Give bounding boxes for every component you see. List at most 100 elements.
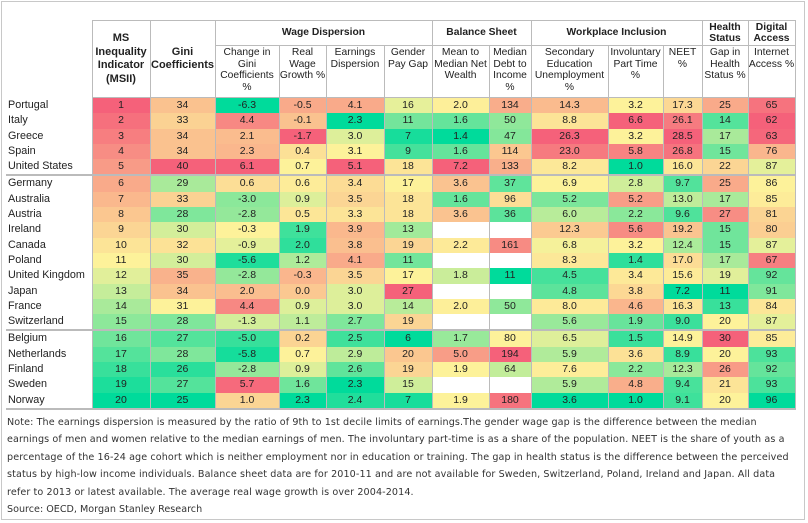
heatmap-cell: 17.0 <box>662 252 703 269</box>
table-row: Germany 6 29 0.6 0.6 3.4 17 3.6 37 6.9 2.8 9.7 25 86 <box>6 174 796 192</box>
heatmap-cell: 2.1 <box>214 128 280 144</box>
heatmap-cell: 1.9 <box>431 392 490 410</box>
country-name: Canada <box>6 237 93 253</box>
heatmap-cell: 7.2 <box>662 283 703 299</box>
heatmap-cell: 20 <box>91 392 151 410</box>
heatmap-cell: 1.2 <box>278 252 327 269</box>
heatmap-cell: 5.9 <box>530 377 609 393</box>
heatmap-cell: 86 <box>747 174 796 192</box>
heatmap-cell: 0.9 <box>278 298 327 315</box>
heatmap-cell: 26.3 <box>530 128 609 144</box>
column-header: Earnings Dispersion <box>325 45 385 98</box>
country-name: Australia <box>6 191 93 208</box>
heatmap-cell: 16.0 <box>662 159 703 176</box>
heatmap-cell: 5.9 <box>530 346 609 363</box>
heatmap-cell: 35 <box>149 268 216 284</box>
heatmap-cell: 36 <box>488 207 532 223</box>
heatmap-cell: 93 <box>747 346 796 363</box>
heatmap-cell: 9 <box>91 222 151 238</box>
heatmap-cell: 13 <box>701 298 749 315</box>
heatmap-cell: 1.0 <box>214 392 280 410</box>
column-header: Involuntary Part Time % <box>607 45 664 98</box>
footnote: Note: The earnings dispersion is measure… <box>7 417 789 498</box>
heatmap-cell: 3.0 <box>325 298 385 315</box>
heatmap-cell: 23.0 <box>530 143 609 160</box>
heatmap-cell: 8.0 <box>530 298 609 315</box>
heatmap-cell: 8.9 <box>662 346 703 363</box>
heatmap-cell: 7 <box>383 392 433 410</box>
table-row: Japan 13 34 2.0 0.0 3.0 27 4.8 3.8 7.2 11 91 <box>6 283 796 299</box>
heatmap-cell: 3.6 <box>607 346 664 363</box>
heatmap-cell: 34 <box>149 283 216 299</box>
country-name: United States <box>6 159 93 176</box>
heatmap-cell: 20 <box>383 346 433 363</box>
heatmap-cell: 16 <box>91 329 151 347</box>
heatmap-cell: 17 <box>701 128 749 144</box>
heatmap-cell: 11 <box>488 268 532 284</box>
table-row: Ireland 9 30 -0.3 1.9 3.9 13 12.3 5.6 19.2 15 80 <box>6 222 796 238</box>
heatmap-cell: 5.6 <box>607 222 664 238</box>
table-row: Spain 4 34 2.3 0.4 3.1 9 1.6 114 23.0 5.8 26.8 15 76 <box>6 143 796 160</box>
column-header: Gender Pay Gap <box>383 45 433 98</box>
country-name: France <box>6 298 93 315</box>
heatmap-cell: 96 <box>747 392 796 410</box>
heatmap-cell: 0.2 <box>278 329 327 347</box>
heatmap-cell: 3.5 <box>325 268 385 284</box>
group-header: Balance Sheet <box>431 20 532 46</box>
heatmap-cell <box>431 377 490 393</box>
heatmap-cell: 17 <box>383 268 433 284</box>
heatmap-cell: 5.6 <box>530 314 609 331</box>
column-header: Secondary Education Unemployment % <box>530 45 609 98</box>
heatmap-cell: 17.3 <box>662 97 703 114</box>
heatmap-cell: 19 <box>383 237 433 253</box>
heatmap-cell: 6 <box>91 174 151 192</box>
table-row: Canada 10 32 -0.9 2.0 3.8 19 2.2 161 6.8 3.2 12.4 15… <box>6 237 796 253</box>
column-header: Mean to Median Net Wealth <box>431 45 490 98</box>
heatmap-cell: 5.7 <box>214 377 280 393</box>
heatmap-cell: 1.8 <box>431 268 490 284</box>
heatmap-cell: 180 <box>488 392 532 410</box>
heatmap-cell: 15.6 <box>662 268 703 284</box>
heatmap-cell: 2.3 <box>325 377 385 393</box>
heatmap-cell: 26 <box>701 362 749 378</box>
heatmap-cell: 1.4 <box>431 128 490 144</box>
heatmap-cell: 6.6 <box>607 113 664 129</box>
heatmap-cell: 161 <box>488 237 532 253</box>
column-header: MS Inequality Indicator (MSII) <box>91 20 151 98</box>
table-row: Belgium 16 27 -5.0 0.2 2.5 6 1.7 80 6.5 1.5 14.9 30 8… <box>6 329 796 347</box>
heatmap-cell: 0.6 <box>278 174 327 192</box>
heatmap-cell: 12.3 <box>530 222 609 238</box>
heatmap-cell: 1.6 <box>278 377 327 393</box>
heatmap-cell: 1.9 <box>431 362 490 378</box>
heatmap-cell: 28.5 <box>662 128 703 144</box>
heatmap-cell: 64 <box>488 362 532 378</box>
heatmap-cell: 25 <box>149 392 216 410</box>
heatmap-cell: 85 <box>747 329 796 347</box>
heatmap-cell: 18 <box>383 159 433 176</box>
source-note: Source: OECD, Morgan Stanley Research <box>7 504 203 515</box>
table-row: United Kingdom 12 35 -2.8 -0.3 3.5 17 1.8 11 4.5 3… <box>6 268 796 284</box>
heatmap-cell: 2.2 <box>431 237 490 253</box>
heatmap-cell: 3.2 <box>607 128 664 144</box>
group-header-row: MS Inequality Indicator (MSII) Gini Coeff… <box>6 20 796 98</box>
heatmap-cell: 30 <box>701 329 749 347</box>
heatmap-cell: -2.8 <box>214 362 280 378</box>
heatmap-cell: 65 <box>747 97 796 114</box>
table-row: Switzerland 15 28 -1.3 1.1 2.7 19 5.6 1.9 9.0 20 87 <box>6 314 796 331</box>
heatmap-cell: 5.2 <box>530 191 609 208</box>
heatmap-cell: 10 <box>91 237 151 253</box>
heatmap-cell: 20 <box>701 314 749 331</box>
heatmap-cell: 27 <box>701 207 749 223</box>
heatmap-cell: 2.0 <box>431 298 490 315</box>
heatmap-cell: 7.6 <box>530 362 609 378</box>
heatmap-cell: 14.9 <box>662 329 703 347</box>
heatmap-cell: 80 <box>488 329 532 347</box>
heatmap-cell: 14 <box>91 298 151 315</box>
heatmap-cell: -1.7 <box>278 128 327 144</box>
heatmap-cell: 33 <box>149 191 216 208</box>
group-header: Wage Dispersion <box>214 20 433 46</box>
group-header: Workplace Inclusion <box>530 20 703 46</box>
heatmap-cell: 6 <box>383 329 433 347</box>
heatmap-cell: 5.1 <box>325 159 385 176</box>
heatmap-cell: 28 <box>149 207 216 223</box>
